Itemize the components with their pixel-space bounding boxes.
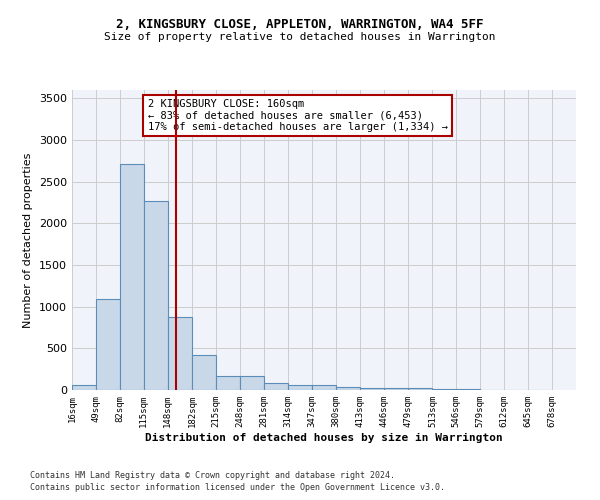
Text: Size of property relative to detached houses in Warrington: Size of property relative to detached ho… xyxy=(104,32,496,42)
Bar xyxy=(384,388,408,390)
Bar xyxy=(217,376,240,390)
Bar xyxy=(408,388,431,390)
Bar xyxy=(433,389,457,390)
Bar xyxy=(240,376,264,390)
Bar xyxy=(457,389,480,390)
Bar xyxy=(312,386,336,390)
Bar xyxy=(144,201,168,390)
Bar xyxy=(120,164,144,390)
Bar xyxy=(193,356,217,390)
Text: Contains HM Land Registry data © Crown copyright and database right 2024.: Contains HM Land Registry data © Crown c… xyxy=(30,471,395,480)
Text: 2, KINGSBURY CLOSE, APPLETON, WARRINGTON, WA4 5FF: 2, KINGSBURY CLOSE, APPLETON, WARRINGTON… xyxy=(116,18,484,30)
Bar xyxy=(168,316,191,390)
Bar xyxy=(336,386,360,390)
Bar xyxy=(72,386,96,390)
Text: Contains public sector information licensed under the Open Government Licence v3: Contains public sector information licen… xyxy=(30,484,445,492)
Bar xyxy=(264,382,288,390)
Bar xyxy=(96,299,120,390)
Bar xyxy=(288,385,312,390)
Bar xyxy=(360,388,384,390)
Y-axis label: Number of detached properties: Number of detached properties xyxy=(23,152,34,328)
Text: Distribution of detached houses by size in Warrington: Distribution of detached houses by size … xyxy=(145,432,503,442)
Text: 2 KINGSBURY CLOSE: 160sqm
← 83% of detached houses are smaller (6,453)
17% of se: 2 KINGSBURY CLOSE: 160sqm ← 83% of detac… xyxy=(148,99,448,132)
